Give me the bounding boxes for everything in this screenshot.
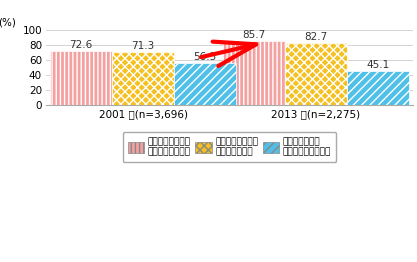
Bar (285, 43, 347, 105)
Text: 72.6: 72.6 (69, 40, 93, 50)
Text: 71.3: 71.3 (131, 41, 155, 51)
Bar (112, 52, 174, 105)
Text: 56.3: 56.3 (193, 52, 217, 62)
Text: 82.7: 82.7 (304, 32, 328, 42)
Text: 45.1: 45.1 (367, 61, 390, 70)
Bar (223, 41, 285, 105)
Text: 85.7: 85.7 (242, 30, 265, 40)
Legend: インターネットの
企業ホームページ, インターネットの
就職関連サイト, 民間情報会社が
発行する就職情報誌: インターネットの 企業ホームページ, インターネットの 就職関連サイト, 民間情… (123, 132, 337, 162)
Bar (50, 51, 112, 105)
Text: (%): (%) (0, 17, 16, 27)
Bar (174, 63, 236, 105)
Bar (347, 71, 409, 105)
